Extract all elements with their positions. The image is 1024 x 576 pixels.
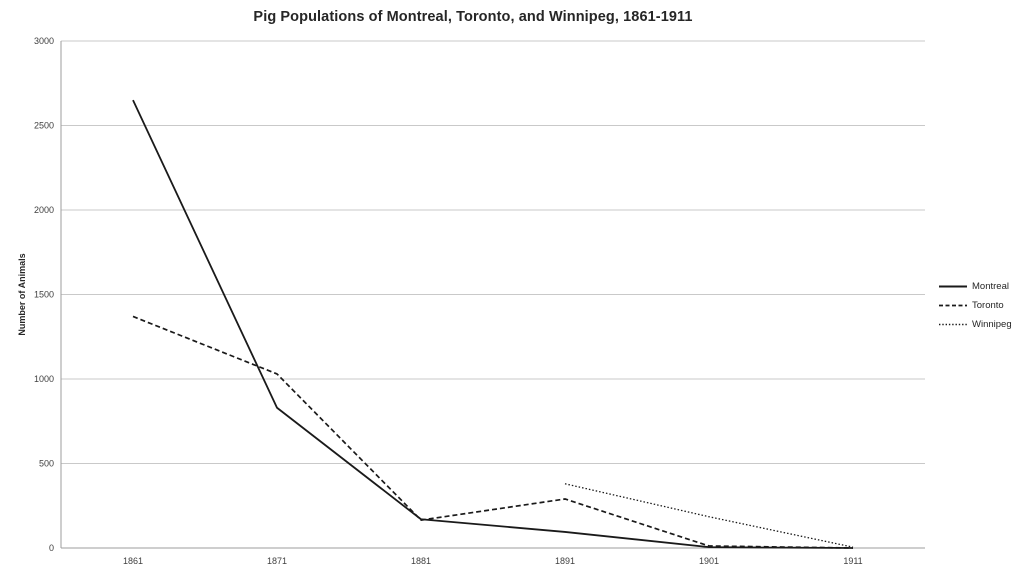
y-tick-label: 1500 (34, 290, 54, 300)
series-line-montreal (132, 99, 854, 549)
series-line-winnipeg (564, 483, 854, 548)
x-tick-label: 1891 (555, 556, 575, 566)
y-tick-label: 2500 (34, 121, 54, 131)
y-tick-label: 2000 (34, 205, 54, 215)
x-tick-label: 1911 (843, 556, 862, 566)
x-tick-label: 1871 (267, 556, 287, 566)
legend-line-dotted-icon (939, 323, 967, 326)
y-axis-title: Number of Animals (17, 253, 27, 335)
x-tick-label: 1881 (411, 556, 431, 566)
legend-item-toronto: Toronto (938, 296, 1012, 315)
x-tick-label: 1901 (699, 556, 719, 566)
y-tick-label: 3000 (34, 36, 54, 46)
y-tick-label: 0 (49, 543, 54, 553)
legend-line-solid-icon (939, 285, 967, 288)
series-line-toronto (132, 315, 854, 549)
legend: Montreal Toronto Winnipeg (938, 277, 1012, 334)
legend-item-winnipeg: Winnipeg (938, 315, 1012, 334)
y-tick-label: 500 (39, 459, 54, 469)
legend-item-montreal: Montreal (938, 277, 1012, 296)
chart-title: Pig Populations of Montreal, Toronto, an… (253, 9, 693, 25)
legend-label: Montreal (972, 281, 1009, 292)
y-tick-label: 1000 (34, 374, 54, 384)
legend-label: Winnipeg (972, 319, 1012, 330)
legend-line-dashed-icon (939, 304, 967, 307)
legend-label: Toronto (972, 300, 1004, 311)
x-tick-label: 1861 (123, 556, 143, 566)
